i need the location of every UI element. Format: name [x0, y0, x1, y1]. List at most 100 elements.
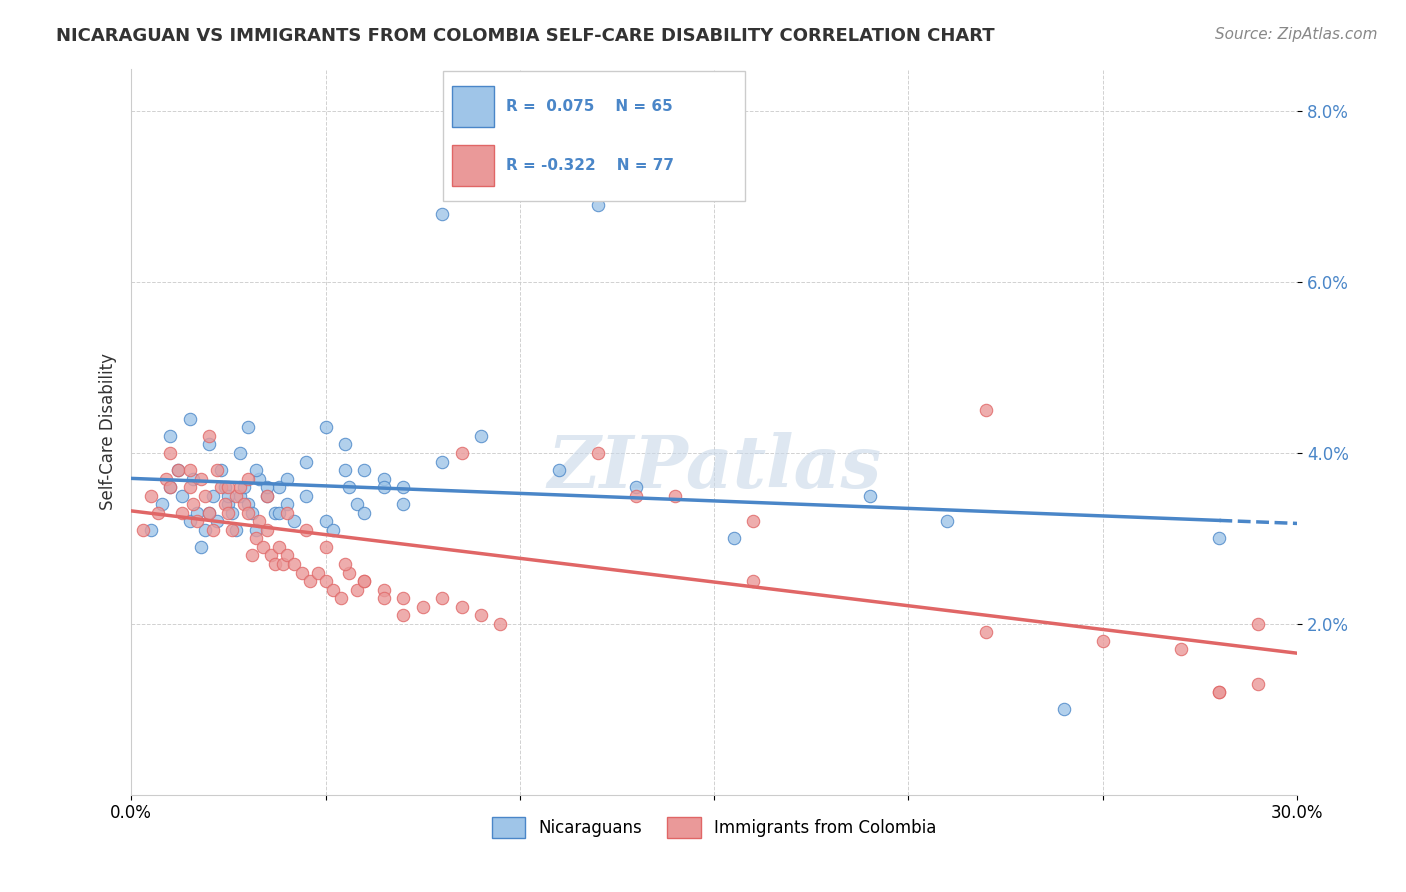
- Point: [346, 497, 368, 511]
- Point: [217, 497, 239, 511]
- Point: [353, 574, 375, 588]
- Point: [346, 582, 368, 597]
- Point: [217, 506, 239, 520]
- Point: [139, 523, 162, 537]
- Point: [664, 489, 686, 503]
- Point: [295, 454, 318, 468]
- Point: [450, 599, 472, 614]
- Point: [264, 506, 287, 520]
- Text: R = -0.322    N = 77: R = -0.322 N = 77: [506, 158, 675, 173]
- Point: [233, 497, 256, 511]
- Point: [132, 523, 155, 537]
- Point: [229, 480, 252, 494]
- Point: [322, 523, 344, 537]
- Point: [267, 480, 290, 494]
- Point: [470, 429, 492, 443]
- Point: [170, 489, 193, 503]
- Point: [723, 532, 745, 546]
- Point: [229, 489, 252, 503]
- Point: [333, 437, 356, 451]
- Point: [190, 472, 212, 486]
- Point: [936, 514, 959, 528]
- Point: [307, 566, 329, 580]
- Point: [267, 506, 290, 520]
- Point: [159, 429, 181, 443]
- Bar: [451, 145, 495, 186]
- Point: [353, 574, 375, 588]
- Point: [373, 591, 395, 606]
- Point: [221, 523, 243, 537]
- Point: [159, 480, 181, 494]
- Point: [295, 523, 318, 537]
- Point: [489, 616, 512, 631]
- Point: [249, 514, 271, 528]
- Point: [225, 489, 247, 503]
- Point: [974, 403, 997, 417]
- Point: [1208, 685, 1230, 699]
- Point: [1053, 702, 1076, 716]
- Point: [333, 557, 356, 571]
- Point: [430, 207, 453, 221]
- Point: [198, 429, 221, 443]
- Point: [179, 463, 201, 477]
- Text: Source: ZipAtlas.com: Source: ZipAtlas.com: [1215, 27, 1378, 42]
- Point: [221, 506, 243, 520]
- Point: [353, 463, 375, 477]
- Point: [271, 557, 294, 571]
- Point: [214, 497, 236, 511]
- Bar: [451, 86, 495, 127]
- Point: [470, 608, 492, 623]
- Point: [256, 523, 278, 537]
- Point: [245, 463, 267, 477]
- Point: [283, 514, 305, 528]
- Point: [1170, 642, 1192, 657]
- Point: [252, 540, 274, 554]
- Point: [430, 591, 453, 606]
- Point: [240, 549, 263, 563]
- Point: [205, 463, 228, 477]
- Text: ZIPatlas: ZIPatlas: [547, 433, 882, 503]
- Point: [159, 480, 181, 494]
- Point: [214, 480, 236, 494]
- Point: [249, 472, 271, 486]
- Point: [1247, 676, 1270, 690]
- Y-axis label: Self-Care Disability: Self-Care Disability: [100, 353, 117, 510]
- Point: [373, 582, 395, 597]
- Point: [148, 506, 170, 520]
- Point: [337, 566, 360, 580]
- Point: [295, 489, 318, 503]
- Point: [167, 463, 190, 477]
- Point: [260, 549, 283, 563]
- Point: [194, 489, 217, 503]
- Legend: Nicaraguans, Immigrants from Colombia: Nicaraguans, Immigrants from Colombia: [485, 811, 943, 845]
- Point: [974, 625, 997, 640]
- Point: [291, 566, 314, 580]
- Point: [322, 582, 344, 597]
- Point: [547, 463, 569, 477]
- Point: [236, 420, 259, 434]
- Point: [186, 514, 208, 528]
- Point: [236, 472, 259, 486]
- Point: [276, 549, 298, 563]
- Point: [742, 514, 765, 528]
- Point: [256, 489, 278, 503]
- Point: [1208, 685, 1230, 699]
- Point: [236, 497, 259, 511]
- Point: [150, 497, 173, 511]
- Point: [373, 472, 395, 486]
- Point: [217, 480, 239, 494]
- Point: [430, 454, 453, 468]
- Point: [159, 446, 181, 460]
- Point: [586, 198, 609, 212]
- Text: NICARAGUAN VS IMMIGRANTS FROM COLOMBIA SELF-CARE DISABILITY CORRELATION CHART: NICARAGUAN VS IMMIGRANTS FROM COLOMBIA S…: [56, 27, 995, 45]
- Point: [179, 412, 201, 426]
- Point: [205, 514, 228, 528]
- Point: [392, 608, 415, 623]
- Point: [267, 540, 290, 554]
- Point: [194, 523, 217, 537]
- Point: [315, 574, 337, 588]
- Point: [333, 463, 356, 477]
- Point: [190, 540, 212, 554]
- Point: [276, 497, 298, 511]
- Point: [264, 557, 287, 571]
